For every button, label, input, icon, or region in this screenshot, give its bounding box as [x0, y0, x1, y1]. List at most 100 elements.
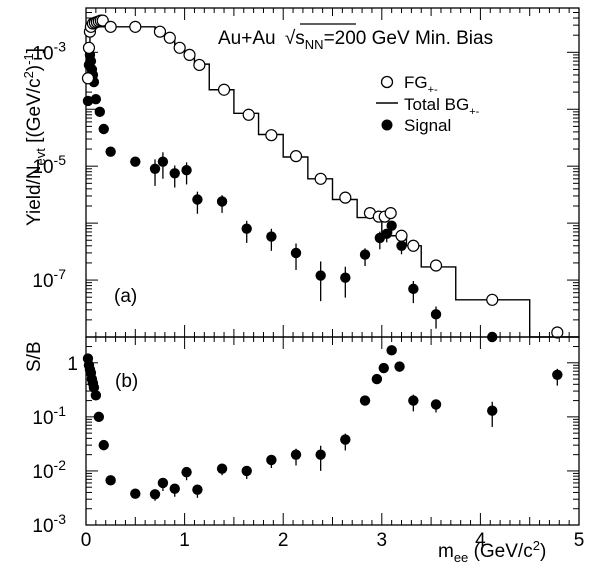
legend-fg-marker — [380, 75, 394, 89]
total-bg-step-line — [86, 26, 579, 338]
header-s: s — [295, 28, 305, 49]
header-s-sub: NN — [305, 37, 324, 52]
signal-point — [90, 390, 102, 401]
y-tick-label: 10-1 — [32, 403, 66, 429]
signal-point — [408, 395, 419, 406]
panel-b-ticks — [85, 336, 580, 526]
fg-point — [82, 41, 96, 54]
panel-a-tick-labels: 10-3 10-5 10-7 — [32, 38, 66, 292]
panel-b-ylabel: S/B — [24, 341, 45, 372]
signal-point — [130, 156, 141, 167]
signal-point — [216, 196, 228, 207]
signal-point — [408, 283, 419, 295]
panel-b-label: (b) — [115, 371, 138, 392]
signal-point — [430, 399, 442, 410]
fg-point — [96, 14, 109, 27]
signal-point — [386, 345, 397, 356]
fg-point — [384, 206, 397, 220]
fg-point — [314, 172, 327, 185]
signal-point — [85, 55, 97, 67]
legend-signal-label: Signal — [404, 116, 451, 135]
signal-point — [396, 240, 407, 251]
signal-point — [394, 361, 405, 372]
sb-series — [82, 345, 563, 501]
signal-point — [378, 362, 389, 374]
signal-point — [90, 94, 102, 105]
signal-point — [381, 228, 392, 239]
total-bg-line — [86, 26, 579, 338]
panel-b: 10-3 10-2 10-1 1 (b) S/B — [24, 336, 580, 537]
signal-point — [98, 439, 109, 451]
signal-point — [359, 395, 371, 406]
signal-point — [130, 488, 141, 499]
signal-point — [169, 483, 180, 494]
fg-point — [395, 229, 408, 242]
legend-signal-marker — [381, 119, 393, 131]
fg-point — [407, 239, 420, 252]
signal-point — [157, 477, 169, 489]
signal-point — [149, 163, 161, 174]
x-tick-label: 5 — [574, 530, 585, 551]
signal-point — [82, 95, 94, 107]
header-rest: =200 GeV Min. Bias — [324, 28, 494, 49]
fg-point — [163, 31, 176, 44]
signal-point — [290, 247, 302, 259]
fg-point — [183, 48, 196, 62]
panel-a-ticks — [85, 7, 580, 338]
x-tick-label: 4 — [475, 530, 486, 551]
fg-series — [81, 14, 564, 339]
signal-point — [315, 449, 326, 460]
fg-point — [339, 191, 352, 204]
signal-point — [98, 123, 109, 135]
signal-point — [192, 484, 203, 495]
legend: FG+- Total BG+- Signal — [376, 73, 480, 135]
sqrt-symbol: √ — [285, 28, 296, 49]
fg-point — [217, 83, 231, 96]
x-axis-title: mee (GeV/c2) — [438, 538, 546, 565]
fg-point — [551, 326, 564, 339]
signal-point — [181, 165, 192, 176]
signal-point — [181, 466, 192, 478]
signal-point — [169, 168, 180, 179]
signal-point — [94, 106, 106, 118]
x-tick-label: 1 — [179, 530, 190, 551]
fg-point — [153, 25, 167, 38]
signal-point — [371, 373, 383, 385]
signal-point — [157, 156, 169, 167]
fg-point — [193, 58, 206, 72]
signal-point — [266, 231, 277, 242]
signal-point — [290, 449, 302, 460]
signal-point — [93, 411, 105, 423]
signal-point — [430, 309, 442, 320]
signal-point — [241, 223, 252, 234]
signal-point — [266, 454, 277, 466]
fg-point — [486, 293, 499, 306]
y-tick-label: 1 — [67, 354, 78, 375]
x-tick-label: 0 — [81, 530, 92, 551]
fg-point — [81, 72, 95, 85]
signal-point — [487, 405, 498, 416]
fg-point — [104, 20, 117, 33]
header-annotation: Au+Au √sNN=200 GeV Min. Bias — [218, 28, 493, 52]
x-tick-label: 3 — [377, 530, 388, 551]
signal-point — [105, 146, 116, 157]
y-tick-label: 10-5 — [32, 152, 66, 178]
panel-a-frame — [85, 7, 580, 338]
fg-point — [242, 108, 255, 121]
y-tick-label: 10-7 — [32, 266, 66, 292]
signal-point — [88, 382, 100, 393]
signal-point — [359, 249, 371, 260]
fg-point — [265, 129, 278, 142]
x-tick-labels: 0 1 2 3 4 5 — [81, 530, 585, 551]
signal-point — [105, 475, 116, 486]
legend-fg-label: FG+- — [404, 73, 438, 96]
fg-point — [429, 259, 443, 272]
signal-point — [552, 369, 563, 380]
fg-point — [289, 150, 303, 163]
signal-point — [340, 434, 351, 445]
y-tick-label: 10-3 — [32, 511, 66, 537]
signal-point — [386, 220, 397, 231]
header-system: Au+Au — [218, 28, 276, 49]
signal-point — [315, 270, 326, 281]
